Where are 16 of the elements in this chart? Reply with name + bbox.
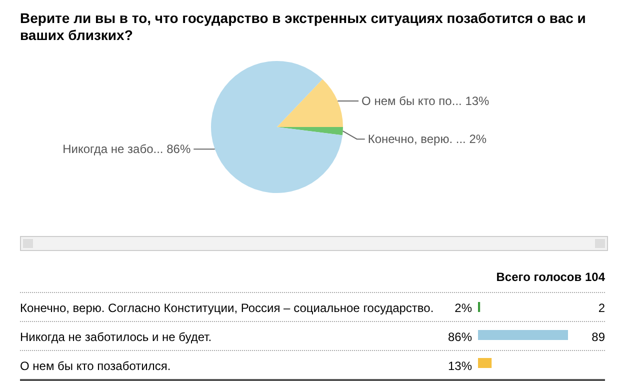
y-tick-label: Никогда не заботилось и не будет.	[20, 330, 212, 344]
text: 89	[592, 330, 605, 344]
text: 2	[598, 301, 605, 315]
slice-label: О нем бы кто по... 13%	[362, 94, 490, 108]
pie-slice	[277, 79, 343, 127]
data-label: 2%	[454, 301, 472, 315]
y-tick-label: Конечно, верю. Согласно Конституции, Россия – социальное государство.	[20, 301, 434, 315]
data-label: 13%	[448, 359, 472, 373]
pie-slice	[211, 61, 342, 193]
data-label: 86%	[448, 330, 472, 344]
slice-label: Конечно, верю. ... 2%	[368, 132, 487, 146]
y-tick-label: О нем бы кто позаботился.	[20, 359, 171, 373]
slice-label: Никогда не забо... 86%	[62, 142, 191, 156]
chart-title: Всего голосов 104	[495, 270, 605, 286]
chart-title: Верите ли вы в то, что государство в экстренных ситуациях позаботится о вас и ваших близких?	[20, 10, 587, 44]
pie-slice	[277, 127, 343, 136]
